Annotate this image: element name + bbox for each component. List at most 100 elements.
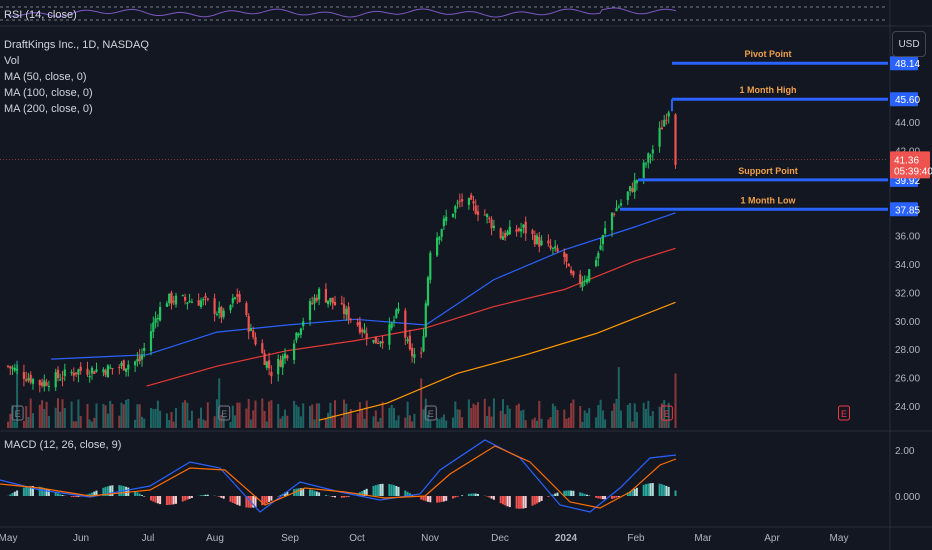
macd-histogram-bar [59, 494, 62, 496]
candle-body [556, 248, 559, 252]
candle-body [597, 252, 600, 259]
candle-body [174, 295, 178, 305]
candle-body [601, 235, 604, 245]
candle-body [579, 274, 582, 284]
candle-body [190, 301, 193, 303]
earnings-icon [660, 405, 673, 421]
candle-body [299, 328, 302, 335]
candle-body [11, 367, 14, 369]
time-tick-label: Dec [491, 533, 509, 544]
macd-histogram-bar [436, 496, 439, 503]
macd-histogram-bar [642, 484, 645, 496]
price-tick-label: 24.00 [895, 402, 920, 413]
macd-histogram-bar [658, 483, 661, 496]
macd-histogram-bar [263, 496, 266, 505]
macd-histogram-bar [556, 492, 559, 496]
macd-histogram-bar [567, 490, 570, 496]
volume-bar [136, 404, 139, 428]
candle-body [152, 322, 155, 332]
volume-bar [261, 398, 264, 428]
currency-button[interactable]: USD [892, 31, 926, 57]
volume-bar [551, 403, 554, 428]
candle-body [599, 245, 602, 250]
candle-body [136, 359, 139, 362]
candle-body [456, 202, 459, 204]
candle-body [361, 329, 364, 333]
volume-bar [626, 404, 629, 428]
macd-histogram-bar [506, 496, 509, 507]
candle-body [617, 206, 620, 208]
volume-bar [567, 417, 570, 428]
volume-bar [252, 410, 255, 428]
volume-bar [611, 410, 613, 428]
volume-bar [218, 378, 221, 428]
candle-body [490, 219, 493, 229]
price-tick-label: 36.00 [895, 232, 920, 243]
volume-bar [631, 421, 634, 428]
volume-bar [570, 403, 573, 428]
candle-body [313, 297, 316, 304]
macd-histogram-bar [611, 496, 613, 499]
candle-body [213, 298, 216, 314]
volume-bar [54, 407, 57, 428]
candle-body [476, 211, 480, 215]
price-tick-label: 26.00 [895, 374, 920, 385]
candle-body [59, 379, 62, 381]
macd-histogram-bar [635, 487, 638, 496]
macd-histogram-bar [347, 496, 350, 497]
candle-body [345, 308, 348, 315]
candle-body [585, 278, 589, 283]
volume-bar [102, 403, 105, 428]
volume-bar [43, 409, 46, 428]
ma100-legend[interactable]: MA (100, close, 0) [4, 87, 93, 99]
candle-body [122, 360, 125, 371]
volume-bar [536, 420, 538, 428]
macd-histogram-bar [390, 484, 393, 496]
volume-bar [27, 417, 30, 428]
candle-body [156, 318, 159, 320]
macd-histogram-bar [57, 493, 59, 496]
candle-body [215, 313, 218, 315]
macd-histogram-bar [633, 488, 636, 496]
candle-body [172, 300, 175, 303]
ma200-legend[interactable]: MA (200, close, 0) [4, 103, 93, 115]
macd-histogram-bar [515, 496, 518, 509]
volume-bar [111, 404, 114, 428]
candle-body [570, 269, 573, 273]
volume-bar [522, 409, 525, 428]
candle-body [111, 368, 114, 370]
volume-bar [127, 399, 130, 428]
volume-bar [663, 399, 666, 428]
candle-body [422, 336, 425, 352]
ma50-legend[interactable]: MA (50, close, 0) [4, 71, 87, 83]
macd-histogram-bar [204, 494, 207, 496]
candle-body [379, 341, 382, 344]
volume-legend[interactable]: Vol [4, 55, 20, 67]
macd-histogram-bar [206, 494, 209, 496]
candle-body [520, 229, 523, 232]
candle-body [197, 300, 200, 306]
main-legend: DraftKings Inc., 1D, NASDAQ Vol MA (50, … [4, 37, 149, 117]
volume-bar [617, 367, 620, 428]
volume-bar [554, 406, 557, 428]
volume-bar [520, 410, 523, 428]
symbol-title[interactable]: DraftKings Inc., 1D, NASDAQ [4, 39, 149, 51]
macd-histogram-bar [331, 496, 334, 497]
candle-body [56, 369, 60, 378]
macd-histogram-bar [488, 496, 491, 498]
macd-histogram-bar [563, 490, 566, 496]
volume-bar [388, 407, 391, 428]
candle-body [581, 282, 584, 288]
candle-body [404, 310, 407, 338]
macd-histogram-bar [615, 496, 618, 498]
candle-body [311, 302, 314, 304]
volume-bar [247, 398, 250, 428]
price-tick-label: 28.00 [895, 345, 920, 356]
candle-body [454, 206, 457, 213]
candle-body [31, 379, 35, 384]
macd-histogram-bar [477, 493, 479, 496]
candle-body [424, 303, 427, 337]
macd-histogram-bar [302, 488, 305, 496]
volume-bar [206, 402, 209, 428]
